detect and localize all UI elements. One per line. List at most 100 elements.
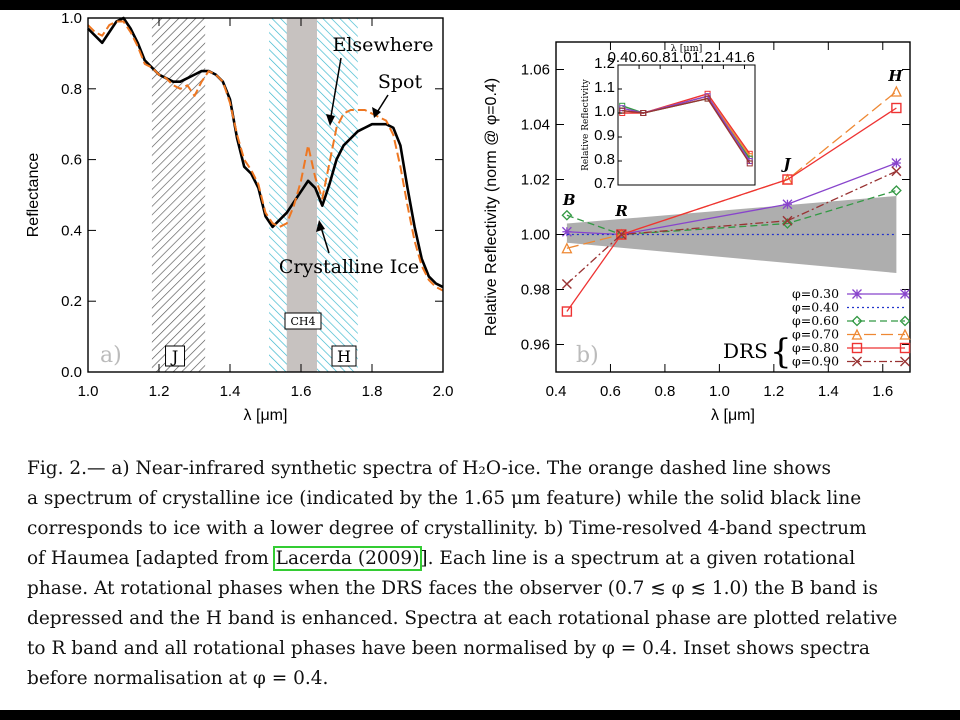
x-tick-label: 1.2 xyxy=(149,383,170,400)
inset-y-tick-label: 1.0 xyxy=(594,103,615,120)
legend-label-5: φ=0.90 xyxy=(792,354,839,369)
annotation-elsewhere: Elsewhere xyxy=(332,34,433,56)
band-letter-j: J xyxy=(780,155,791,173)
x-axis-label: λ [μm] xyxy=(244,407,288,424)
series-group-4 xyxy=(561,102,902,317)
y-tick-label: 0.0 xyxy=(61,364,82,381)
data-point-2-0 xyxy=(561,209,573,221)
series-line-1 xyxy=(87,20,444,292)
x-tick-label: 1.0 xyxy=(709,383,730,400)
series-line-0 xyxy=(566,162,897,236)
inset-x-label: λ [μm] xyxy=(671,43,703,54)
legend-marker-end-2 xyxy=(899,315,911,327)
y-tick-label: 1.02 xyxy=(521,172,550,189)
y-tick-label: 0.8 xyxy=(61,81,82,98)
arrowhead-spot xyxy=(372,107,381,118)
inset-x-tick-label: 1.0 xyxy=(671,49,692,66)
series-line-2 xyxy=(566,189,897,236)
band-h-box xyxy=(331,345,357,367)
data-point-2-3 xyxy=(890,185,902,196)
band-ch4-box xyxy=(284,312,322,330)
legend-marker-end-5 xyxy=(900,356,910,367)
legend-label-4: φ=0.80 xyxy=(792,340,839,355)
y-tick-label: 0.98 xyxy=(521,282,550,299)
data-point-5-0 xyxy=(561,279,572,289)
figure-caption: Fig. 2.— a) Near-infrared synthetic spec… xyxy=(27,454,939,694)
y-tick-label: 1.04 xyxy=(521,117,550,134)
legend-label-2: φ=0.60 xyxy=(792,313,839,328)
figure-panel-b: 0.4 0.6 0.8 1.0 1.2 1.4 1.60.960.981.001.021.0… xyxy=(483,41,911,424)
series-line-5 xyxy=(566,170,897,285)
band-ch4-label: CH4 xyxy=(290,315,315,328)
arrowhead-crystalline xyxy=(316,220,325,232)
data-point-0-3 xyxy=(891,158,902,168)
inset-point-4-1 xyxy=(640,110,647,116)
band-j-label: J xyxy=(170,347,178,366)
caption-line-4: of Haumea [adapted from Lacerda (2009)].… xyxy=(27,546,856,571)
legend-label-3: φ=0.70 xyxy=(792,327,839,342)
series-line-0 xyxy=(87,16,444,289)
x-tick-label: 2.0 xyxy=(433,383,454,400)
caption-line-7: to R band and all rotational phases have… xyxy=(27,638,870,659)
inset-y-tick-label: 0.8 xyxy=(594,151,615,168)
legend-marker-0 xyxy=(852,289,862,299)
data-point-3-0 xyxy=(561,242,573,254)
caption-line-8: before normalisation at φ = 0.4. xyxy=(27,668,329,689)
series-group-5 xyxy=(561,166,902,289)
drs-label: DRS xyxy=(723,339,768,363)
caption-line-6: depressed and the H band is enhanced. Sp… xyxy=(27,608,898,629)
x-tick-label: 0.4 xyxy=(546,383,567,400)
panel-label: a) xyxy=(100,343,122,368)
data-point-2-2 xyxy=(782,218,793,229)
data-point-5-2 xyxy=(782,215,793,226)
legend-label-1: φ=0.40 xyxy=(792,300,839,315)
band-letter-h: H xyxy=(887,67,903,85)
data-point-5-3 xyxy=(891,166,902,177)
x-tick-label: 0.6 xyxy=(600,383,621,400)
inset-point-4-2 xyxy=(704,95,711,102)
y-tick-label: 0.4 xyxy=(61,222,82,239)
uncertainty-band xyxy=(566,196,897,273)
band-j xyxy=(151,18,206,372)
legend-label-0: φ=0.30 xyxy=(792,286,839,301)
inset-x-tick-label: 0.6 xyxy=(629,49,650,66)
legend-marker-2 xyxy=(851,315,863,327)
data-point-0-2 xyxy=(782,199,793,210)
caption-line-1: Fig. 2.— a) Near-infrared synthetic spec… xyxy=(27,458,832,479)
x-axis-label: λ [μm] xyxy=(711,407,755,424)
y-tick-label: 0.2 xyxy=(61,293,82,310)
figure-panel-a: 1.0 1.2 1.4 1.6 1.8 2.0 0.0 0.2 0.4 0.6 0.8 1.0 λ [μ… xyxy=(25,10,454,424)
y-tick-label: 1.0 xyxy=(61,10,82,27)
citation-link[interactable]: Lacerda (2009) xyxy=(272,546,423,571)
panel-label: b) xyxy=(576,343,599,368)
inset-y-tick-label: 1.1 xyxy=(594,79,615,96)
plot-frame xyxy=(555,41,911,373)
inset-y-tick-label: 0.7 xyxy=(594,175,615,192)
band-h-label: H xyxy=(337,347,351,366)
data-point-4-3 xyxy=(891,102,902,114)
band-letter-b: B xyxy=(562,191,576,209)
inset-series-0 xyxy=(622,92,751,155)
x-tick-label: 1.4 xyxy=(220,383,241,400)
data-point-4-2 xyxy=(782,174,793,185)
band-letter-r: R xyxy=(614,202,627,220)
data-point-4-1 xyxy=(616,229,627,240)
inset-series-4 xyxy=(622,97,751,164)
caption-line-3: corresponds to ice with a lower degree o… xyxy=(27,518,867,539)
data-point-4-0 xyxy=(561,306,573,317)
drs-brace: { xyxy=(770,332,792,372)
legend-marker-end-0 xyxy=(900,289,910,299)
annotation-crystalline-ice: Crystalline Ice xyxy=(279,256,419,278)
legend-marker-5 xyxy=(852,356,862,367)
inset-point-4-3 xyxy=(746,160,753,167)
x-tick-label: 1.0 xyxy=(78,383,99,400)
inset-point-4-0 xyxy=(619,107,626,114)
inset-x-tick-label: 1.6 xyxy=(734,49,755,66)
annotation-spot: Spot xyxy=(378,71,423,93)
inset-plot: 0.4 0.6 0.8 1.0 1.2 1.4 1.60.70.80.91.01.11.2λ… xyxy=(581,43,756,192)
inset-x-tick-label: 1.2 xyxy=(692,49,713,66)
legend-marker-4 xyxy=(851,342,863,354)
caption-line-5: phase. At rotational phases when the DRS… xyxy=(27,578,878,599)
plot-frame xyxy=(87,17,444,373)
data-point-5-1 xyxy=(616,229,627,240)
